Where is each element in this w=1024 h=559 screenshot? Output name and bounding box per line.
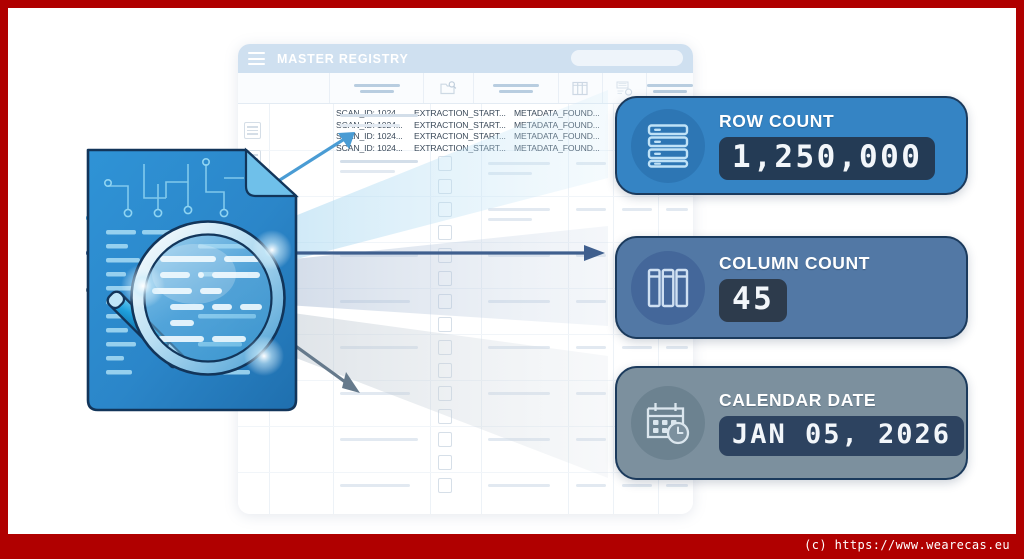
column-header-extra[interactable]: [647, 73, 693, 103]
column-header-event[interactable]: [474, 73, 559, 103]
data-scan-icon[interactable]: [603, 73, 647, 103]
folder-search-icon[interactable]: [424, 73, 475, 103]
registry-title: MASTER REGISTRY: [277, 51, 409, 66]
server-stack-icon: [631, 108, 705, 183]
column-count-body: COLUMN COUNT 45: [719, 253, 870, 323]
columns-icon[interactable]: [559, 73, 603, 103]
folder-row-icon: [438, 455, 452, 470]
watermark-text: (c) https://www.wearecas.eu: [804, 538, 1010, 552]
calendar-date-display: JAN 05, 2026: [719, 416, 965, 456]
cell-event: EXTRACTION_START...: [414, 108, 506, 118]
columns-icon: [631, 250, 705, 325]
column-count-label: COLUMN COUNT: [719, 252, 871, 273]
cell-event: EXTRACTION_START...: [414, 119, 506, 130]
registry-column-headers: [238, 73, 693, 104]
cell-event: EXTRACTION_START...: [414, 131, 506, 142]
document-magnifier-illustration: [86, 147, 299, 412]
frame-right-border: [1016, 0, 1024, 534]
illustration-canvas: MASTER REGISTRY: [8, 8, 1016, 534]
frame-left-border: [0, 0, 8, 534]
cell-scan-id: SCAN_ID: 1024...: [336, 131, 403, 142]
row-count-body: ROW COUNT 1,250,000: [719, 110, 936, 181]
frame-bottom-bar: [0, 534, 1024, 559]
row-count-label: ROW COUNT: [719, 110, 835, 131]
frame-top-border: [0, 0, 1024, 8]
cell-scan-id: SCAN_ID: 1024...: [336, 142, 403, 153]
registry-header: MASTER REGISTRY: [238, 44, 693, 73]
column-count-display: 45: [719, 278, 788, 323]
row-count-value: 1,250,000: [732, 138, 923, 175]
row-count-display: 1,250,000: [719, 136, 936, 181]
metric-card-row-count[interactable]: ROW COUNT 1,250,000: [615, 96, 968, 195]
hamburger-icon[interactable]: [248, 52, 265, 65]
calendar-date-body: CALENDAR DATE JAN 05, 2026: [719, 390, 965, 456]
cell-scan-id: SCAN_ID: 1024...: [336, 108, 403, 118]
db-row-icon: [438, 317, 452, 332]
registry-search-input[interactable]: [571, 50, 683, 66]
metric-card-calendar-date[interactable]: CALENDAR DATE JAN 05, 2026: [615, 366, 968, 480]
cloud-row-icon: [438, 478, 452, 493]
light-beams: [256, 90, 608, 478]
calendar-date-value: JAN 05, 2026: [732, 419, 952, 451]
bank-row-icon: [438, 432, 452, 447]
cell-event: EXTRACTION_START...: [414, 142, 506, 153]
calendar-date-label: CALENDAR DATE: [719, 390, 877, 411]
column-header-name[interactable]: [330, 73, 425, 103]
column-count-value: 45: [732, 280, 775, 317]
calendar-clock-icon: [631, 386, 705, 460]
pen-row-icon: [438, 225, 452, 240]
column-header-index[interactable]: [238, 73, 331, 103]
metric-card-column-count[interactable]: COLUMN COUNT 45: [615, 236, 968, 339]
